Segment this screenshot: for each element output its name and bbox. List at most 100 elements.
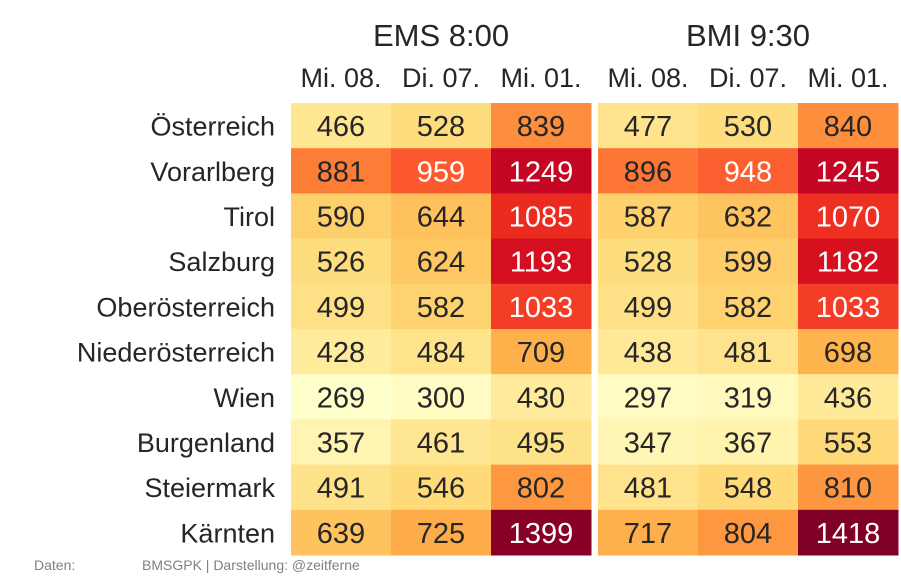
cell-value: 438 [624, 337, 672, 369]
heatmap-cell [491, 148, 592, 194]
cell-value: 948 [724, 156, 772, 188]
column-label: Mi. 08. [300, 63, 381, 93]
heatmap-cell [491, 419, 592, 466]
heatmap-cell [698, 238, 799, 285]
cell-value: 840 [824, 111, 872, 143]
cell-value: 1182 [817, 247, 879, 279]
cell-value: 599 [724, 247, 772, 279]
cell-value: 428 [317, 337, 365, 369]
heatmap-cell [291, 148, 392, 194]
cell-value: 802 [517, 473, 565, 505]
cell-value: 632 [724, 202, 772, 234]
cell-value: 461 [417, 428, 465, 460]
row-label: Salzburg [168, 247, 275, 277]
heatmap-cell [391, 329, 492, 375]
cell-value: 1399 [509, 518, 574, 550]
cell-value: 881 [317, 156, 365, 188]
heatmap-cell [798, 374, 899, 420]
row-label: Oberösterreich [96, 292, 275, 322]
column-label: Mi. 08. [607, 63, 688, 93]
heatmap-cell [798, 283, 899, 330]
heatmap-cell [391, 193, 492, 240]
heatmap-cell [291, 374, 392, 420]
cell-value: 430 [517, 382, 565, 414]
cell-value: 624 [417, 247, 465, 279]
cell-value: 347 [624, 428, 672, 460]
cell-value: 709 [517, 337, 565, 369]
heatmap-cell [491, 464, 592, 511]
heatmap-cell [491, 103, 592, 149]
heatmap-cell [291, 509, 392, 556]
cell-value: 481 [624, 473, 672, 505]
heatmap-cell [291, 329, 392, 375]
column-label: Di. 07. [709, 63, 787, 93]
heatmap-cell [798, 238, 899, 285]
heatmap-cell [391, 148, 492, 194]
row-label: Steiermark [144, 473, 275, 503]
heatmap-cell [491, 509, 592, 556]
cell-value: 367 [724, 428, 772, 460]
heatmap-cell [698, 193, 799, 240]
column-label: Di. 07. [402, 63, 480, 93]
cell-value: 1418 [816, 518, 881, 550]
heatmap-cell [798, 148, 899, 194]
row-label: Vorarlberg [150, 157, 275, 187]
heatmap-cell [698, 283, 799, 330]
cell-value: 590 [317, 202, 365, 234]
cell-value: 959 [417, 156, 465, 188]
heatmap-cell [798, 103, 899, 149]
heatmap-cell [598, 464, 699, 511]
cell-value: 466 [317, 111, 365, 143]
cell-value: 725 [417, 518, 465, 550]
heatmap-cell [798, 509, 899, 556]
cell-value: 1085 [509, 202, 574, 234]
cell-value: 639 [317, 518, 365, 550]
heatmap-cell [698, 419, 799, 466]
heatmap-cell [391, 419, 492, 466]
cell-value: 530 [724, 111, 772, 143]
heatmap-cell [291, 419, 392, 466]
row-label: Tirol [224, 202, 276, 232]
heatmap-cell [598, 238, 699, 285]
footer-text: BMSGPK | Darstellung: @zeitferne [142, 557, 360, 573]
cell-value: 436 [824, 382, 872, 414]
heatmap-cell [391, 283, 492, 330]
heatmap-cell [598, 374, 699, 420]
cell-value: 319 [724, 382, 772, 414]
heatmap-cell [391, 374, 492, 420]
heatmap-cell [598, 283, 699, 330]
row-label: Kärnten [180, 518, 275, 548]
cell-value: 1033 [816, 292, 881, 324]
row-label: Burgenland [137, 428, 275, 458]
cell-value: 698 [824, 337, 872, 369]
heatmap-cell [291, 464, 392, 511]
column-label: Mi. 01. [807, 63, 888, 93]
cell-value: 526 [317, 247, 365, 279]
cell-value: 839 [517, 111, 565, 143]
cell-value: 1033 [509, 292, 574, 324]
cell-value: 499 [317, 292, 365, 324]
cell-value: 499 [624, 292, 672, 324]
heatmap-cell [698, 374, 799, 420]
source-footer: Daten: BMSGPK | Darstellung: @zeitferne [34, 557, 360, 573]
cell-value: 587 [624, 202, 672, 234]
heatmap-cell [698, 329, 799, 375]
heatmap-cell [491, 238, 592, 285]
heatmap-cell [698, 103, 799, 149]
heatmap-cell [291, 283, 392, 330]
cell-value: 477 [624, 111, 672, 143]
heatmap-cell [698, 148, 799, 194]
cell-value: 1249 [509, 156, 574, 188]
cell-value: 582 [724, 292, 772, 324]
heatmap-cell [391, 103, 492, 149]
row-label: Wien [213, 383, 275, 413]
heatmap-cell [798, 329, 899, 375]
heatmap-cell [698, 509, 799, 556]
heatmap-cell [598, 509, 699, 556]
heatmap-cell [798, 193, 899, 240]
panel-title: EMS 8:00 [373, 18, 509, 53]
heatmap-cell [598, 148, 699, 194]
heatmap-cell [598, 193, 699, 240]
cell-value: 269 [317, 382, 365, 414]
